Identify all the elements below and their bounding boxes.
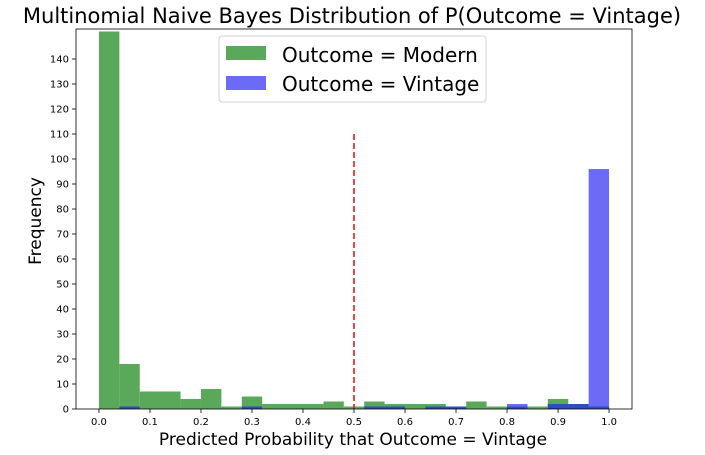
x-tick-label-1: 0.1 — [142, 417, 158, 428]
bar-overlap-7 — [547, 404, 569, 409]
bar-modern-4 — [200, 389, 222, 409]
bar-overlap-9 — [588, 406, 610, 409]
bar-overlap-1 — [241, 406, 263, 409]
y-tick-label-7: 70 — [56, 230, 69, 241]
x-tick-label-3: 0.3 — [244, 417, 260, 428]
y-tick-label-9: 90 — [56, 180, 69, 191]
y-tick-label-14: 140 — [50, 55, 69, 66]
y-tick-label-8: 80 — [56, 205, 69, 216]
y-tick-label-4: 40 — [56, 305, 69, 316]
bar-modern-14 — [486, 406, 528, 409]
bar-modern-1 — [119, 364, 140, 409]
bar-modern-15 — [527, 406, 548, 409]
legend-label-modern: Outcome = Modern — [282, 43, 478, 67]
x-tick-label-9: 0.9 — [550, 417, 566, 428]
bar-overlap-4 — [425, 406, 446, 409]
bar-vintage-6 — [588, 169, 610, 409]
bar-modern-6 — [241, 396, 263, 409]
bar-overlap-3 — [384, 406, 406, 409]
legend-swatch-vintage — [226, 76, 266, 90]
y-axis-label: Frequency — [26, 177, 46, 265]
x-tick-label-4: 0.4 — [295, 417, 311, 428]
y-tick-label-13: 130 — [50, 80, 69, 91]
x-tick-label-5: 0.5 — [346, 417, 362, 428]
bar-modern-0 — [98, 31, 120, 409]
y-tick-label-1: 10 — [56, 380, 69, 391]
y-tick-label-6: 60 — [56, 255, 69, 266]
bar-modern-8 — [323, 401, 344, 409]
y-tick-label-10: 100 — [50, 155, 69, 166]
bar-overlap-5 — [445, 406, 467, 409]
bar-modern-3 — [180, 399, 201, 409]
x-tick-label-8: 0.8 — [499, 417, 515, 428]
y-tick-label-3: 30 — [56, 330, 69, 341]
legend-box — [218, 35, 487, 103]
bar-modern-10 — [364, 401, 385, 409]
y-tick-label-12: 120 — [50, 105, 69, 116]
legend-label-vintage: Outcome = Vintage — [282, 72, 479, 96]
y-tick-label-0: 0 — [63, 405, 69, 416]
legend: Outcome = Modern Outcome = Vintage — [218, 35, 487, 103]
bar-modern-5 — [221, 406, 242, 409]
plot-area: 0.0 0.1 0.2 0.3 0.4 0.5 0.6 0.7 0.8 0.9 1.0 0 10 20 30… — [50, 28, 633, 428]
x-tick-label-0: 0.0 — [91, 417, 107, 428]
bar-modern-7 — [262, 404, 324, 409]
x-tick-label-6: 0.6 — [397, 417, 413, 428]
x-tick-label-7: 0.7 — [448, 417, 464, 428]
bar-modern-2 — [139, 391, 181, 409]
bar-overlap-2 — [364, 406, 385, 409]
x-tick-label-10: 1.0 — [601, 417, 617, 428]
y-tick-label-2: 20 — [56, 355, 69, 366]
legend-swatch-modern — [226, 46, 266, 60]
bar-overlap-6 — [507, 406, 528, 409]
x-tick-label-2: 0.2 — [193, 417, 209, 428]
y-tick-label-5: 50 — [56, 280, 69, 291]
x-axis-label: Predicted Probability that Outcome = Vin… — [159, 430, 547, 450]
chart-title: Multinomial Naive Bayes Distribution of … — [23, 4, 681, 28]
y-tick-label-11: 110 — [50, 130, 69, 141]
bar-modern-11 — [384, 404, 446, 409]
bar-modern-13 — [466, 401, 487, 409]
bar-overlap-8 — [568, 404, 589, 409]
bar-overlap-0 — [119, 406, 140, 409]
